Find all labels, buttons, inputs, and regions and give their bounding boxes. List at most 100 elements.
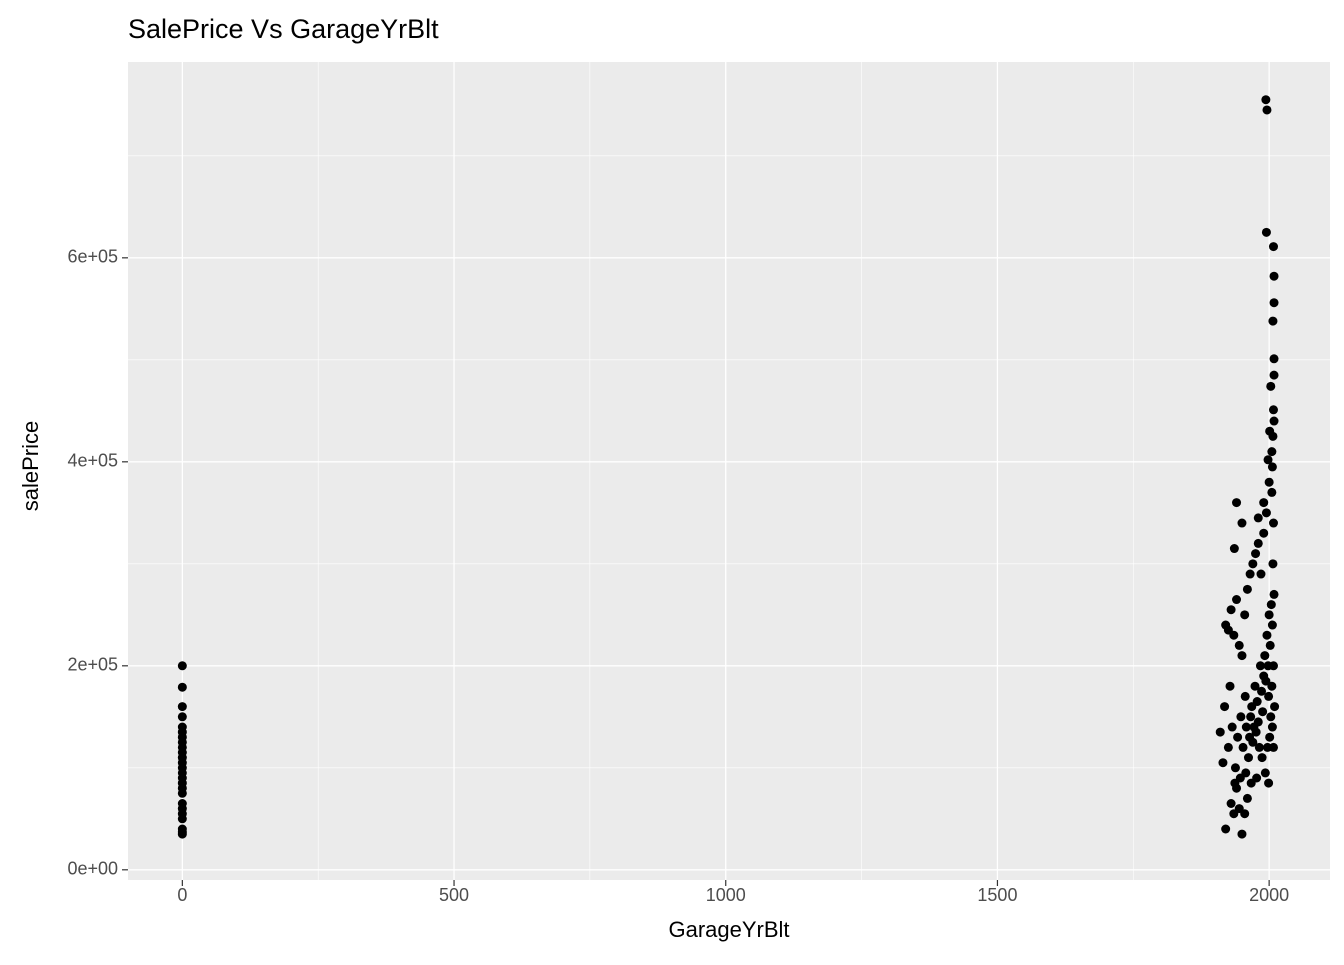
point	[1266, 381, 1276, 391]
point	[1261, 95, 1271, 105]
point	[1260, 651, 1270, 661]
point	[1230, 763, 1240, 773]
point	[1261, 676, 1271, 686]
point	[1221, 824, 1231, 834]
point	[1246, 778, 1256, 788]
x-tick-label: 1000	[706, 885, 746, 905]
point	[1259, 498, 1269, 508]
chart-title: SalePrice Vs GarageYrBlt	[128, 14, 439, 44]
plot-panel	[128, 62, 1330, 880]
point	[1215, 727, 1225, 737]
x-tick-label: 0	[177, 885, 187, 905]
point	[1251, 727, 1261, 737]
point	[1265, 640, 1275, 650]
point	[1229, 630, 1239, 640]
point	[177, 827, 187, 837]
point	[1269, 416, 1279, 426]
point	[1248, 737, 1258, 747]
point	[1237, 829, 1247, 839]
point	[1267, 487, 1277, 497]
point	[1267, 447, 1277, 457]
point	[1255, 661, 1265, 671]
point	[1269, 271, 1279, 281]
point	[1237, 518, 1247, 528]
point	[1226, 799, 1236, 809]
point	[1266, 600, 1276, 610]
point	[177, 814, 187, 824]
point	[1265, 732, 1275, 742]
y-tick-label: 0e+00	[67, 859, 118, 879]
point	[1220, 702, 1230, 712]
point	[1268, 518, 1278, 528]
point	[1242, 793, 1252, 803]
point	[1251, 549, 1261, 559]
point	[1243, 753, 1253, 763]
point	[1248, 559, 1258, 569]
point	[1268, 661, 1278, 671]
point	[1264, 477, 1274, 487]
point	[1267, 620, 1277, 630]
point	[1258, 707, 1268, 717]
point	[1270, 702, 1280, 712]
y-axis-title: salePrice	[18, 421, 43, 511]
point	[177, 712, 187, 722]
point	[1241, 722, 1251, 732]
point	[177, 661, 187, 671]
point	[1260, 768, 1270, 778]
y-tick-label: 2e+05	[67, 655, 118, 675]
x-tick-label: 2000	[1249, 885, 1289, 905]
point	[1269, 589, 1279, 599]
point	[1256, 569, 1266, 579]
point	[1240, 691, 1250, 701]
point	[1267, 722, 1277, 732]
point	[1240, 610, 1250, 620]
point	[1269, 298, 1279, 308]
point	[1257, 753, 1267, 763]
point	[177, 702, 187, 712]
point	[1232, 595, 1242, 605]
y-tick-label: 6e+05	[67, 247, 118, 267]
point	[1233, 732, 1243, 742]
point	[1261, 508, 1271, 518]
point	[1238, 742, 1248, 752]
point	[1253, 513, 1263, 523]
point	[1252, 697, 1262, 707]
point	[1262, 105, 1272, 115]
point	[1269, 354, 1279, 364]
point	[1264, 610, 1274, 620]
point	[1242, 584, 1252, 594]
point	[1229, 544, 1239, 554]
point	[1230, 778, 1240, 788]
x-tick-label: 500	[439, 885, 469, 905]
point	[1259, 528, 1269, 538]
point	[1268, 242, 1278, 252]
point	[1267, 681, 1277, 691]
point	[1250, 681, 1260, 691]
point	[1268, 742, 1278, 752]
point	[177, 788, 187, 798]
point	[177, 682, 187, 692]
point	[1223, 742, 1233, 752]
point	[1266, 712, 1276, 722]
point	[1240, 809, 1250, 819]
point	[1262, 630, 1272, 640]
point	[1268, 405, 1278, 415]
point	[1264, 691, 1274, 701]
point	[1268, 559, 1278, 569]
point	[1253, 538, 1263, 548]
point	[1234, 640, 1244, 650]
x-tick-label: 1500	[977, 885, 1017, 905]
point	[1261, 227, 1271, 237]
point	[1225, 681, 1235, 691]
point	[1268, 316, 1278, 326]
point	[1226, 605, 1236, 615]
point	[1245, 569, 1255, 579]
point	[1218, 758, 1228, 768]
point	[1264, 778, 1274, 788]
point	[1232, 498, 1242, 508]
point	[1268, 431, 1278, 441]
point	[1246, 712, 1256, 722]
x-axis-title: GarageYrBlt	[668, 917, 789, 942]
point	[1227, 722, 1237, 732]
